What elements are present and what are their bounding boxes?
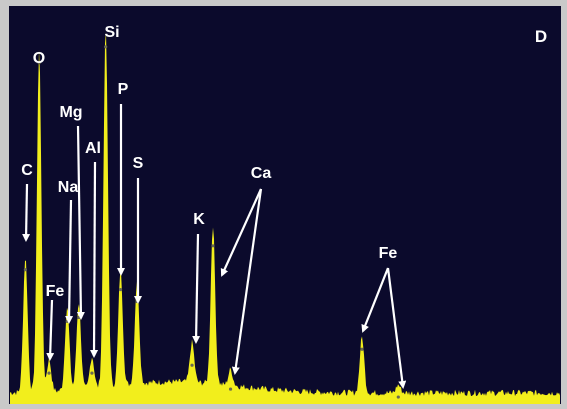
annotation-arrows: [22, 104, 407, 389]
peak-marker-6: [104, 45, 108, 49]
peak-label-al: Al: [85, 140, 101, 157]
peak-marker-2: [47, 371, 51, 375]
peak-marker-0: [23, 268, 27, 272]
peak-marker-5: [90, 371, 94, 375]
annotation-labels: C O Fe Na Mg Al Si P S K Ca Fe: [21, 24, 397, 300]
peak-label-si: Si: [104, 24, 119, 41]
arrow-fe-2: [46, 299, 55, 361]
peak-marker-7: [118, 287, 123, 292]
arrow-na-3: [65, 199, 74, 324]
peak-marker-9: [190, 363, 194, 367]
peak-label-ca: Ca: [251, 165, 272, 182]
arrow-fe-13: [386, 267, 407, 389]
peak-label-na: Na: [58, 179, 79, 196]
peak-label-o: O: [33, 50, 45, 67]
panel-label: D: [535, 27, 547, 46]
peak-label-k: K: [193, 211, 205, 228]
peak-marker-13: [396, 395, 400, 399]
peak-marker-11: [228, 387, 233, 391]
arrow-ca-11: [231, 188, 263, 375]
peak-label-fe: Fe: [379, 245, 398, 262]
peak-label-p: P: [118, 81, 129, 98]
arrow-ca-10: [220, 188, 263, 277]
x-axis-line: [10, 402, 560, 404]
arrow-k-9: [192, 233, 201, 344]
arrow-fe-12: [361, 267, 390, 333]
peak-marker-12: [360, 347, 364, 351]
peak-label-c: C: [21, 162, 33, 179]
peak-marker-4: [77, 315, 81, 320]
peak-label-s: S: [133, 155, 144, 172]
spectrum-area: [10, 32, 560, 404]
plot-background: [9, 6, 561, 404]
arrow-c-0: [22, 183, 31, 242]
peak-marker-1: [37, 61, 41, 65]
arrow-mg-4: [76, 125, 85, 320]
peak-marker-10: [211, 244, 215, 248]
peak-label-mg: Mg: [59, 104, 82, 121]
peak-label-fe: Fe: [46, 283, 65, 300]
arrow-al-5: [90, 161, 99, 358]
